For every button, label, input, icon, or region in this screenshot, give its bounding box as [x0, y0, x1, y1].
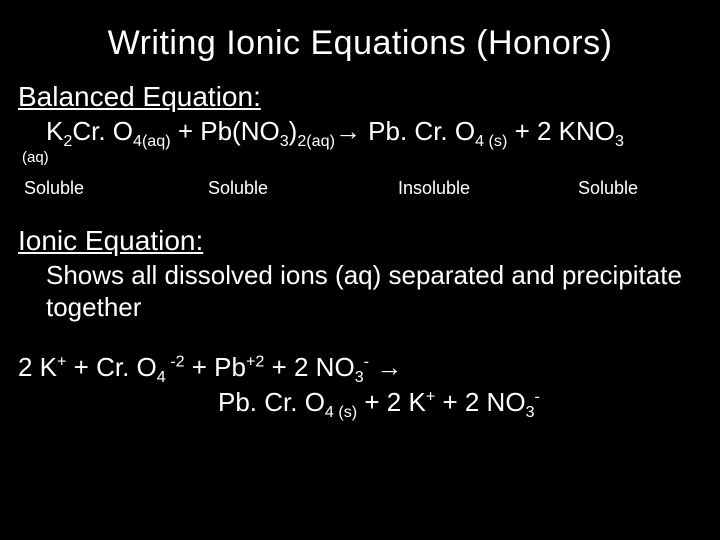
solubility-4: Soluble — [578, 178, 702, 199]
prod-k-charge: + — [426, 387, 435, 405]
ion-no3-sub: 3 — [355, 368, 364, 386]
ionic-equation: 2 K+ + Cr. O4 -2 + Pb+2 + 2 NO3- → Pb. C… — [18, 350, 702, 420]
ionic-equation-description: Shows all dissolved ions (aq) separated … — [18, 259, 702, 324]
ion-cro-pre: + Cr. O — [66, 352, 156, 382]
ion-k-pre: 2 K — [18, 352, 57, 382]
solubility-3: Insoluble — [398, 178, 578, 199]
prod-k-pre: + 2 K — [357, 387, 426, 417]
ion-cro-charge: -2 — [166, 352, 185, 370]
prod-no3-pre: + 2 NO — [435, 387, 525, 417]
balanced-equation: K2Cr. O4(aq) + Pb(NO3)2(aq)→ Pb. Cr. O4 … — [18, 115, 702, 149]
product-2-sub: 3 — [615, 132, 624, 150]
ionic-line-1: 2 K+ + Cr. O4 -2 + Pb+2 + 2 NO3- → — [18, 350, 702, 385]
reactant-2-sub1: 3 — [280, 132, 289, 150]
balanced-equation-heading: Balanced Equation: — [18, 81, 702, 113]
arrow-icon: → — [335, 116, 361, 146]
prod-no3-charge: - — [535, 387, 540, 405]
product-2-pre: 2 KNO — [537, 116, 615, 146]
plus-1: + — [171, 116, 201, 146]
ion-pb-charge: +2 — [246, 352, 264, 370]
ionic-equation-heading: Ionic Equation: — [18, 225, 702, 257]
product-1-sub: 4 — [475, 132, 484, 150]
ion-pb-pre: + Pb — [185, 352, 246, 382]
solubility-row: Soluble Soluble Insoluble Soluble — [18, 178, 702, 199]
ion-cro-sub: 4 — [157, 368, 166, 386]
product-1-pre: Pb. Cr. O — [361, 116, 475, 146]
product-2-state: (aq) — [18, 149, 702, 166]
reactant-2-pre: Pb(NO — [200, 116, 279, 146]
solubility-2: Soluble — [208, 178, 398, 199]
ionic-line-2: Pb. Cr. O4 (s) + 2 K+ + 2 NO3- — [18, 385, 702, 420]
prod-pbcro-state: (s) — [334, 403, 357, 421]
reactant-2-sub2: 2(aq) — [297, 132, 335, 150]
reactant-1-sub2: 4(aq) — [133, 132, 171, 150]
reactant-1-pre: K — [46, 116, 63, 146]
prod-pbcro-pre: Pb. Cr. O — [218, 387, 325, 417]
reactant-1-sub1: 2 — [63, 132, 72, 150]
prod-no3-sub: 3 — [526, 403, 535, 421]
arrow-icon-2: → — [369, 352, 402, 382]
reactant-1-mid: Cr. O — [72, 116, 133, 146]
prod-pbcro-sub: 4 — [325, 403, 334, 421]
slide: Writing Ionic Equations (Honors) Balance… — [0, 0, 720, 540]
solubility-1: Soluble — [18, 178, 208, 199]
plus-2: + — [507, 116, 537, 146]
product-1-state: (s) — [484, 132, 507, 150]
slide-title: Writing Ionic Equations (Honors) — [18, 24, 702, 63]
ion-no3-pre: + 2 NO — [264, 352, 354, 382]
